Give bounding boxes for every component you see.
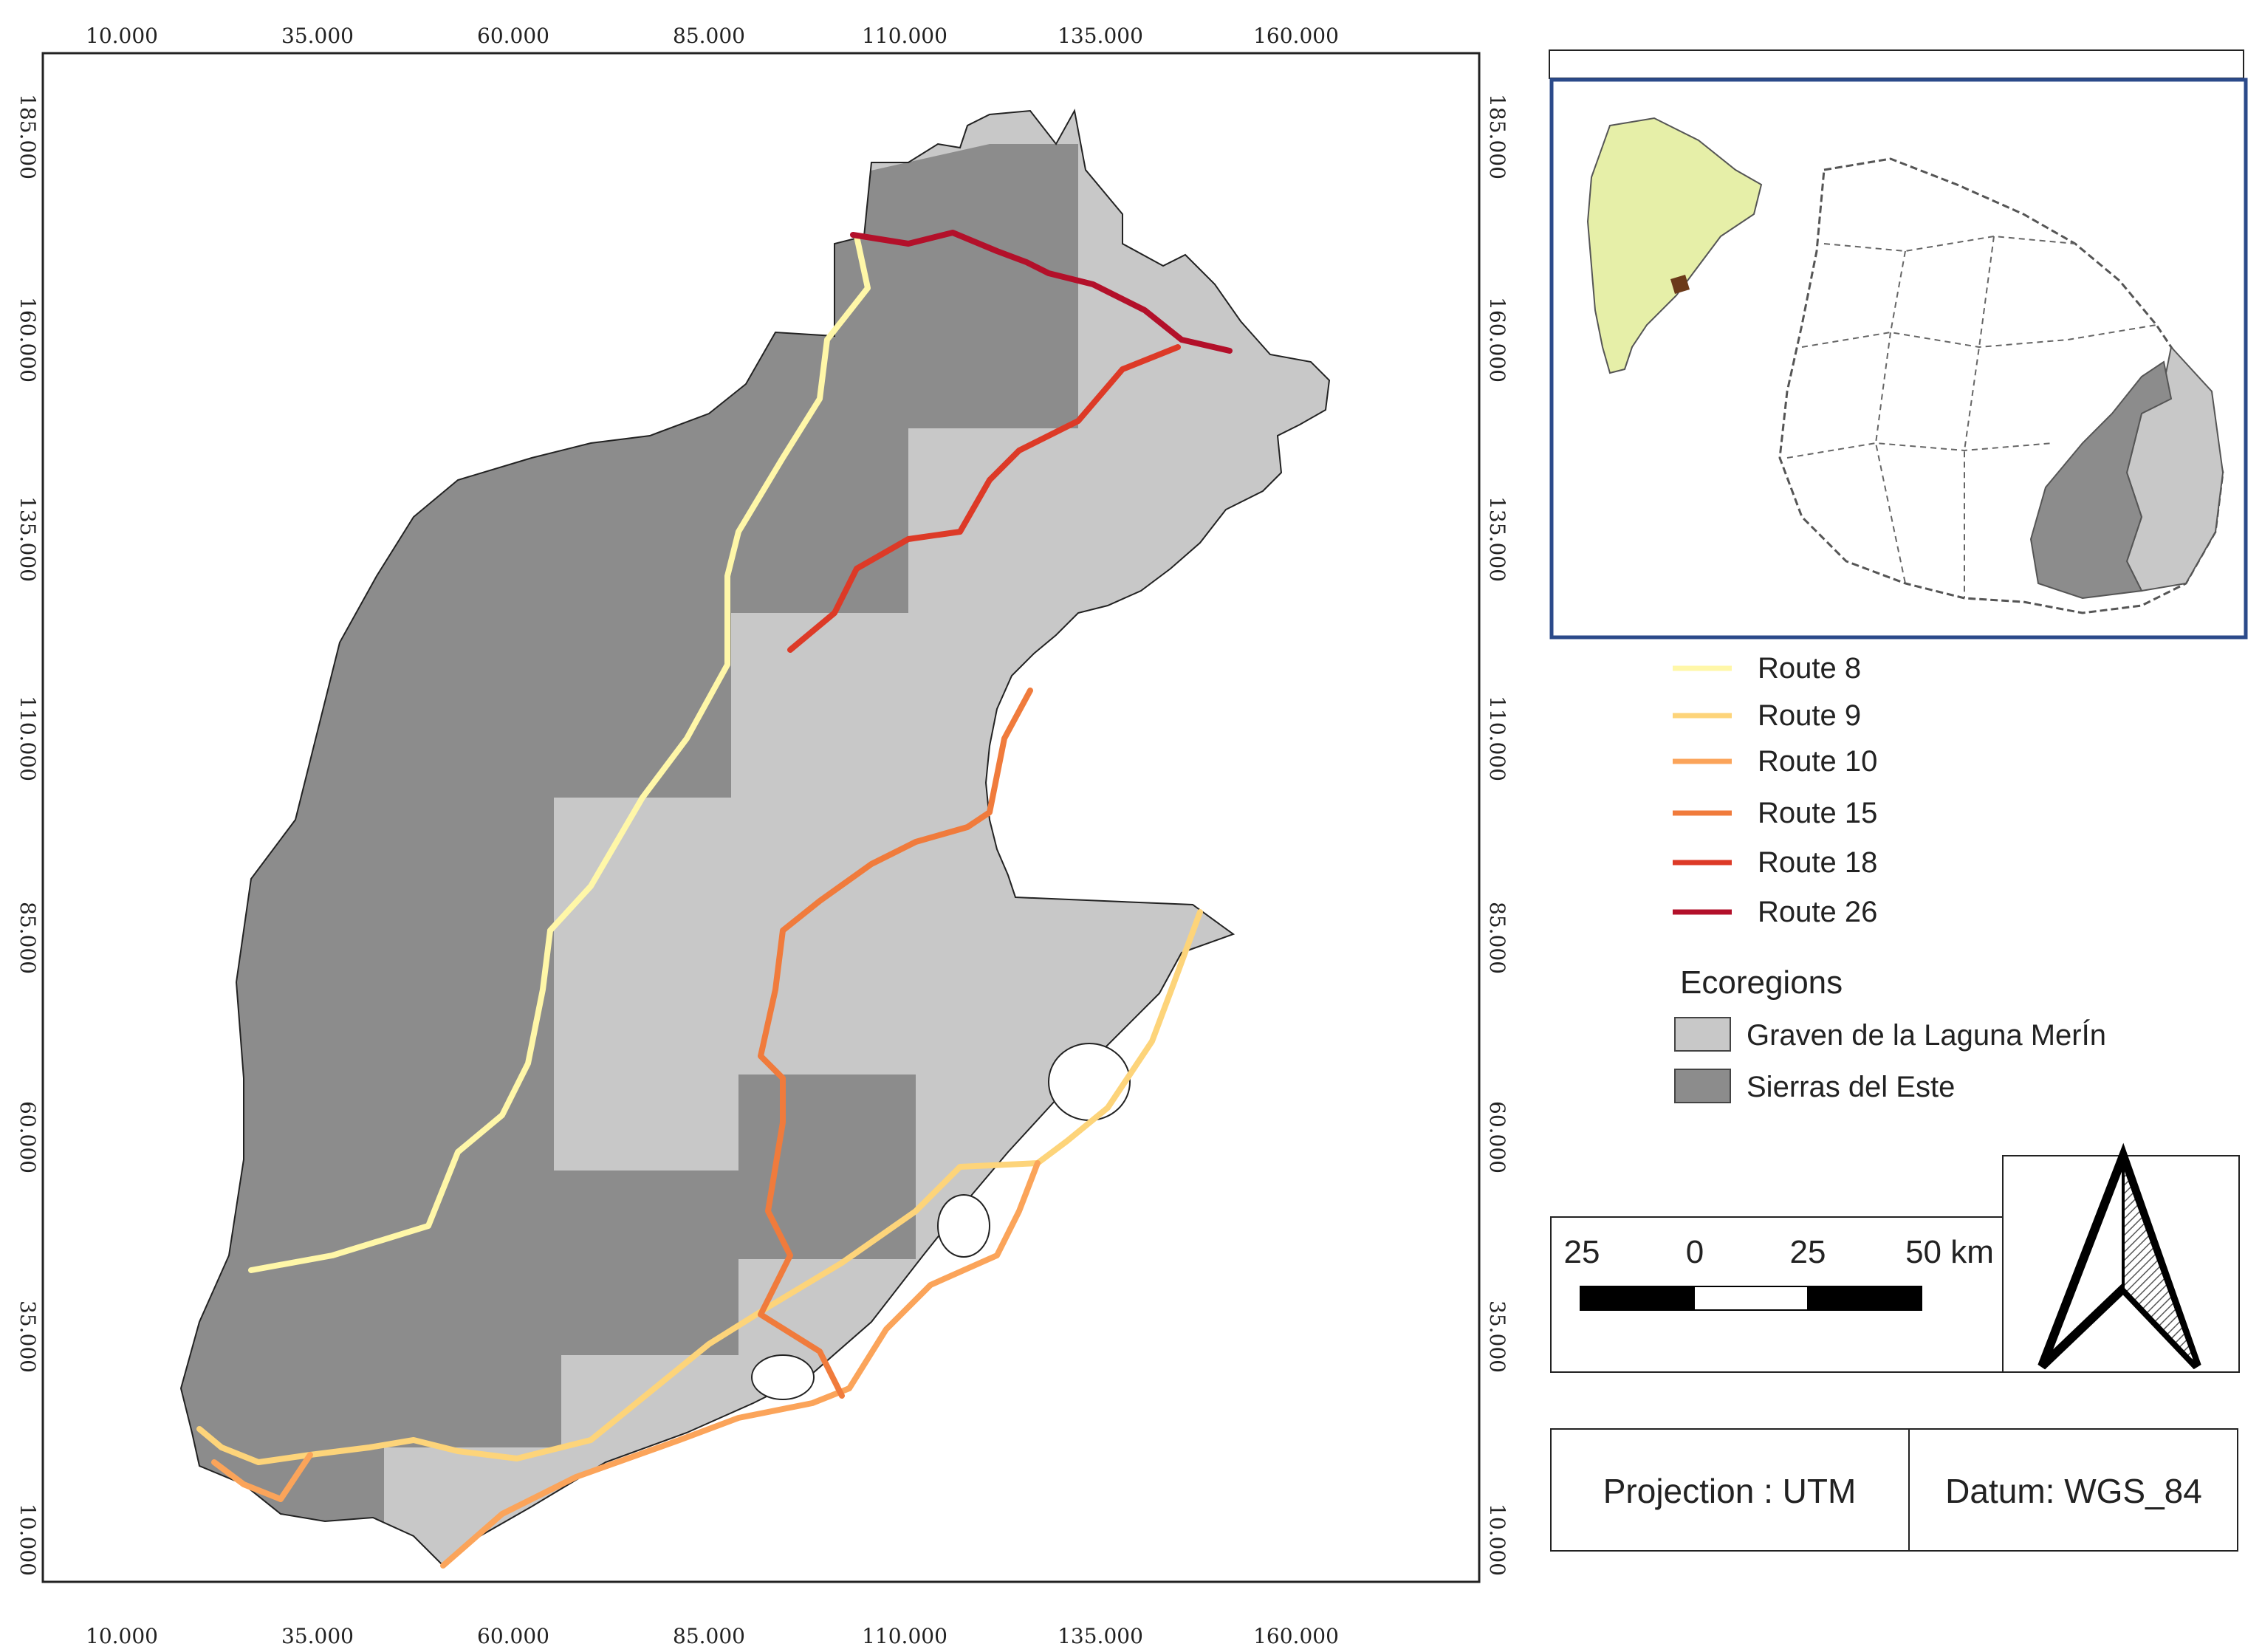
legend-label-sierras: Sierras del Este	[1747, 1071, 1955, 1103]
lagoon	[937, 1194, 990, 1258]
legend: Route 8 Route 9 Route 10 Route 15 Route …	[1673, 652, 2106, 1103]
y-axis-right: 185.000 160.000 135.000 110.000 85.000 6…	[1485, 94, 1509, 1576]
legend-label-route-26: Route 26	[1758, 896, 1877, 928]
scale-label-25-right: 25	[1790, 1234, 1826, 1270]
svg-text:85.000: 85.000	[673, 1624, 745, 1648]
svg-text:160.000: 160.000	[1485, 297, 1509, 383]
svg-text:135.000: 135.000	[1485, 496, 1509, 582]
svg-text:35.000: 35.000	[16, 1300, 40, 1373]
scale-label-0: 0	[1686, 1234, 1704, 1270]
svg-text:160.000: 160.000	[1253, 24, 1339, 48]
projection-datum-box: Projection : UTM Datum: WGS_84	[1550, 1428, 2238, 1552]
route-15-line	[758, 688, 1033, 1399]
inset-map	[1549, 49, 2248, 640]
routes	[196, 230, 1233, 1569]
svg-text:160.000: 160.000	[16, 297, 40, 383]
svg-text:35.000: 35.000	[281, 24, 354, 48]
svg-text:10.000: 10.000	[16, 1504, 40, 1576]
svg-text:110.000: 110.000	[862, 24, 947, 48]
svg-text:85.000: 85.000	[673, 24, 745, 48]
svg-text:110.000: 110.000	[16, 696, 40, 781]
svg-text:160.000: 160.000	[1253, 1624, 1339, 1648]
legend-label-route-18: Route 18	[1758, 846, 1877, 879]
legend-label-route-10: Route 10	[1758, 745, 1877, 778]
svg-text:135.000: 135.000	[1058, 1624, 1143, 1648]
svg-text:135.000: 135.000	[1058, 24, 1143, 48]
svg-text:10.000: 10.000	[86, 24, 158, 48]
datum-label: Datum: WGS_84	[1945, 1472, 2202, 1510]
svg-text:110.000: 110.000	[1485, 696, 1509, 781]
svg-text:60.000: 60.000	[477, 1624, 549, 1648]
route-8-line	[248, 233, 871, 1273]
legend-label-route-9: Route 9	[1758, 699, 1861, 732]
legend-swatch-graven	[1674, 1017, 1731, 1052]
legend-label-graven: Graven de la Laguna MerÍn	[1747, 1018, 2106, 1052]
svg-text:85.000: 85.000	[1485, 902, 1509, 974]
svg-text:135.000: 135.000	[16, 496, 40, 582]
svg-text:85.000: 85.000	[16, 902, 40, 974]
x-axis-top: 10.000 35.000 60.000 85.000 110.000 135.…	[86, 24, 1339, 48]
south-america-shape	[1586, 117, 1763, 374]
north-arrow-icon	[2002, 1142, 2240, 1373]
route-18-line	[787, 344, 1181, 653]
scale-bar: 25 0 25 50 km	[1550, 1216, 2004, 1373]
lagoon	[751, 1354, 815, 1400]
uruguay-marker	[1670, 275, 1690, 294]
svg-text:60.000: 60.000	[16, 1101, 40, 1173]
legend-heading-ecoregions: Ecoregions	[1680, 964, 1843, 1001]
scale-label-50km: 50 km	[1905, 1234, 1994, 1270]
legend-swatch-sierras	[1674, 1069, 1731, 1103]
y-axis-left: 185.000 160.000 135.000 110.000 85.000 6…	[16, 94, 40, 1576]
x-axis-bottom: 10.000 35.000 60.000 85.000 110.000 135.…	[86, 1624, 1339, 1648]
svg-text:60.000: 60.000	[477, 24, 549, 48]
svg-text:185.000: 185.000	[1485, 94, 1509, 179]
svg-text:110.000: 110.000	[862, 1624, 947, 1648]
route-26-line	[850, 230, 1233, 354]
svg-text:60.000: 60.000	[1485, 1101, 1509, 1173]
legend-label-route-8: Route 8	[1758, 652, 1861, 685]
inset-sierras	[2029, 360, 2173, 600]
svg-text:35.000: 35.000	[281, 1624, 354, 1648]
route-9-line	[196, 909, 1203, 1465]
route-10-line	[211, 1160, 1041, 1569]
legend-label-route-15: Route 15	[1758, 797, 1877, 829]
svg-text:185.000: 185.000	[16, 94, 40, 179]
svg-text:10.000: 10.000	[1485, 1504, 1509, 1576]
scale-label-25-left: 25	[1564, 1234, 1600, 1270]
projection-label: Projection : UTM	[1603, 1472, 1857, 1510]
svg-text:10.000: 10.000	[86, 1624, 158, 1648]
lagoon	[1048, 1043, 1131, 1121]
svg-text:35.000: 35.000	[1485, 1300, 1509, 1373]
